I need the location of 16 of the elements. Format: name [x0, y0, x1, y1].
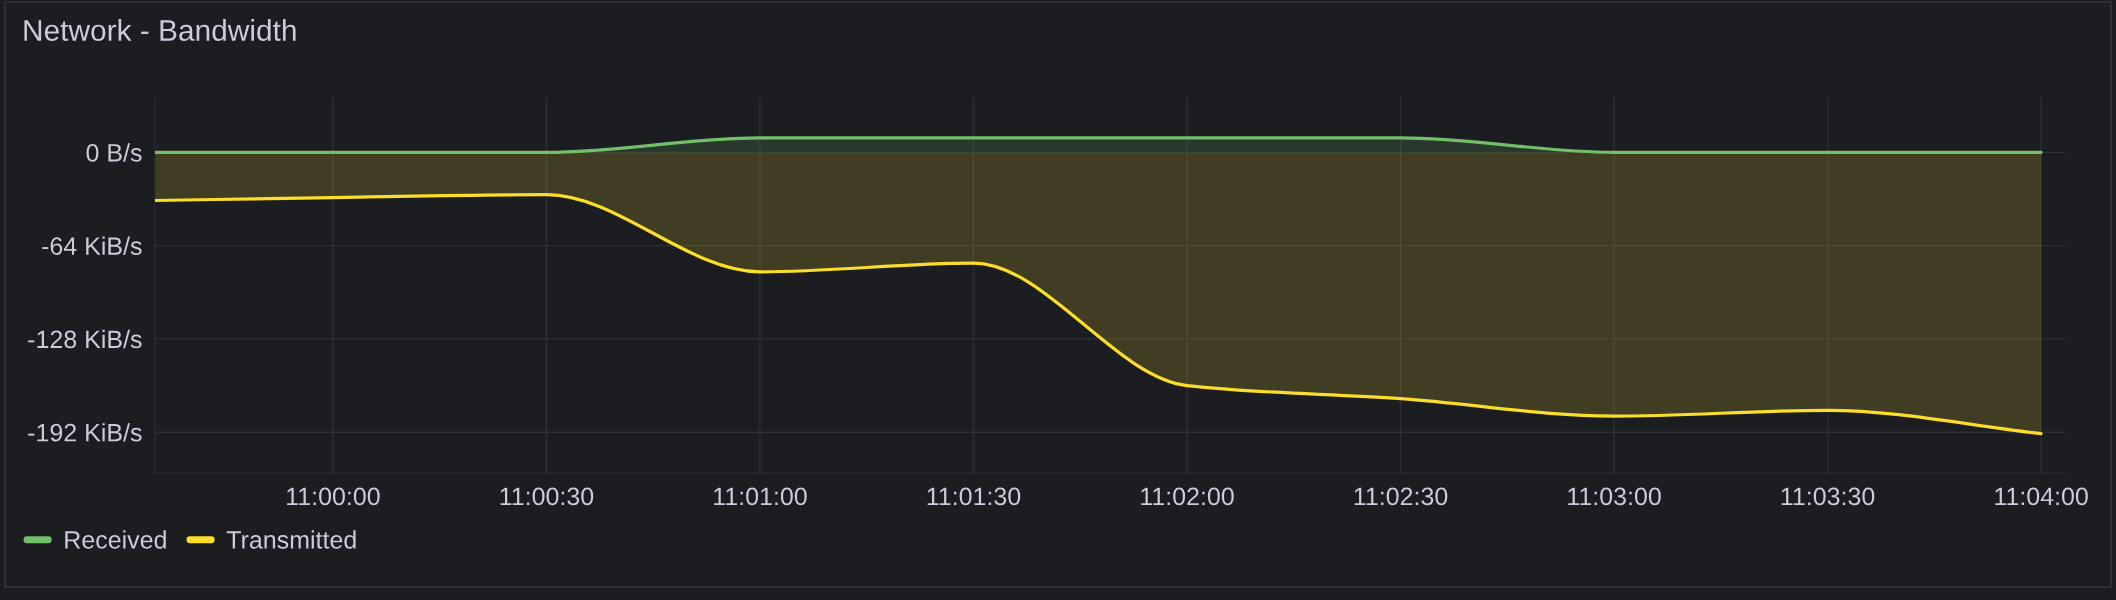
x-tick-label: 11:03:00 — [1568, 487, 1661, 506]
legend-label: Transmitted — [226, 530, 356, 549]
y-tick-label: -192 KiB/s — [28, 423, 142, 442]
y-tick-label: 0 B/s — [86, 143, 142, 162]
y-tick-label: -64 KiB/s — [42, 236, 142, 255]
x-tick-label: 11:00:00 — [287, 487, 380, 506]
x-tick-label: 11:02:30 — [1354, 487, 1448, 506]
chart-title: Network - Bandwidth — [24, 19, 296, 42]
x-tick-label: 11:02:00 — [1141, 487, 1234, 506]
x-tick-label: 11:04:00 — [1995, 487, 2088, 506]
x-tick-label: 11:01:30 — [927, 487, 1021, 506]
y-tick-label: -128 KiB/s — [28, 329, 142, 349]
legend-label: Received — [65, 530, 166, 549]
x-tick-label: 11:03:30 — [1781, 487, 1875, 506]
x-tick-label: 11:01:00 — [714, 487, 807, 506]
x-tick-label: 11:00:30 — [500, 487, 594, 506]
